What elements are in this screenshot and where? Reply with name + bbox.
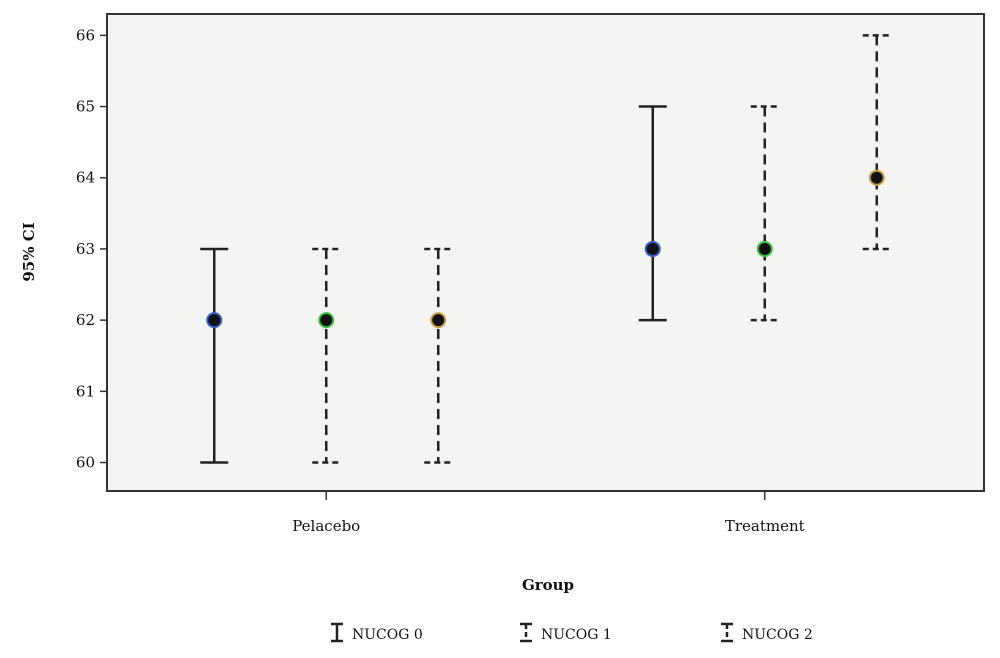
plot-area (106, 13, 985, 492)
y-tick-label: 63 (76, 240, 95, 258)
error-bar (750, 105, 779, 322)
error-bar (312, 247, 341, 464)
error-bar (200, 247, 229, 464)
mean-marker (870, 171, 883, 184)
legend-label: NUCOG 2 (742, 627, 813, 643)
mean-marker (320, 314, 333, 327)
x-axis-title: Group (522, 576, 574, 594)
error-bar (424, 247, 453, 464)
mean-marker (758, 242, 771, 255)
mean-marker (208, 314, 221, 327)
x-axis: Pelacebo Treatment (292, 491, 805, 535)
mean-marker (646, 242, 659, 255)
legend-item: NUCOG 1 (520, 622, 612, 643)
y-axis-title: 95% CI (20, 222, 38, 281)
y-tick-label: 66 (76, 26, 95, 44)
y-tick-label: 65 (76, 98, 95, 116)
legend-item: NUCOG 2 (721, 622, 813, 643)
error-bar (862, 34, 891, 251)
legend: NUCOG 0 NUCOG 1 NUCOG 2 (331, 622, 813, 643)
mean-marker (432, 314, 445, 327)
x-tick-label: Pelacebo (292, 517, 360, 535)
y-tick-label: 62 (76, 311, 95, 329)
error-bar (638, 105, 667, 322)
y-tick-label: 61 (76, 382, 95, 400)
x-tick-label: Treatment (725, 517, 805, 535)
y-tick-label: 64 (76, 169, 95, 187)
series-group (200, 34, 891, 464)
legend-label: NUCOG 1 (541, 627, 612, 643)
y-axis: 60 61 62 63 64 65 66 (76, 26, 107, 472)
legend-item: NUCOG 0 (331, 622, 423, 643)
y-tick-label: 60 (76, 454, 95, 472)
legend-label: NUCOG 0 (352, 627, 423, 643)
